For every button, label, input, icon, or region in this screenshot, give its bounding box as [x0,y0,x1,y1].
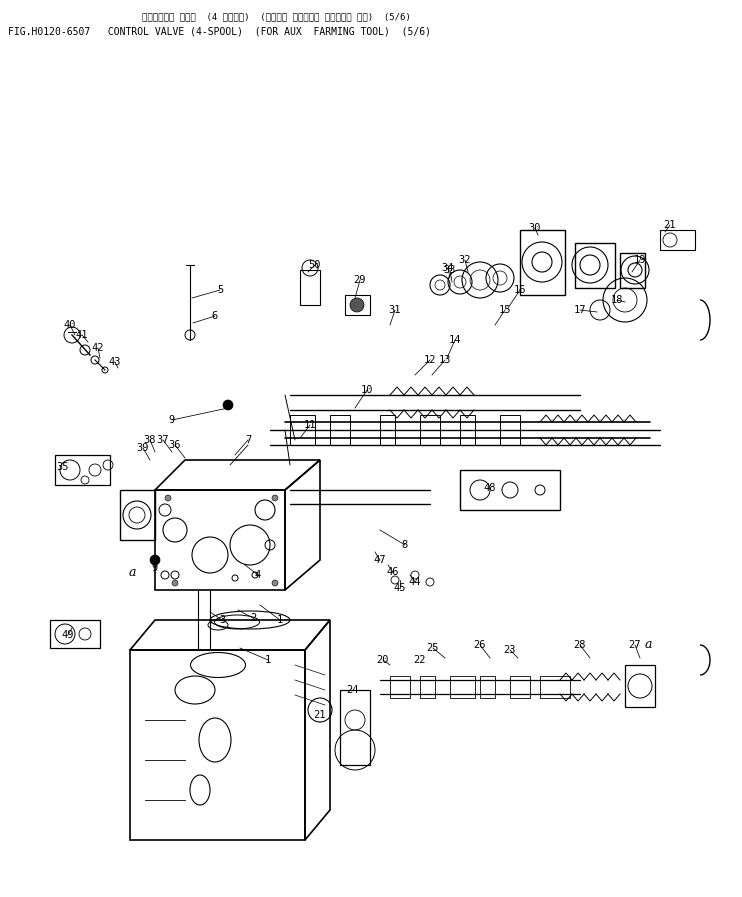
Text: 38: 38 [144,435,157,445]
Text: 44: 44 [409,577,421,587]
Text: 50: 50 [309,260,321,270]
Bar [620,253,645,288]
Text: 36: 36 [168,440,181,450]
Text: 21: 21 [664,220,676,230]
Circle shape [150,555,160,565]
Circle shape [172,580,178,586]
Text: 28: 28 [574,640,586,650]
Text: 42: 42 [92,343,104,353]
Text: 41: 41 [76,330,88,340]
Text: 10: 10 [361,385,373,395]
Bar [460,415,475,445]
Text: 32: 32 [459,255,471,265]
Bar [510,676,530,698]
Bar [340,690,370,765]
Text: 25: 25 [427,643,439,653]
Text: 1: 1 [277,615,283,625]
Text: 22: 22 [414,655,426,665]
Bar [380,415,395,445]
Text: 29: 29 [354,275,367,285]
Text: 46: 46 [387,567,399,577]
Text: 33: 33 [444,265,456,275]
Text: 21: 21 [314,710,326,720]
Bar [575,243,615,288]
Text: 26: 26 [473,640,486,650]
Text: 37: 37 [157,435,169,445]
Bar [300,270,320,305]
Bar [450,676,475,698]
Circle shape [223,400,233,410]
Bar [540,676,570,698]
Text: 27: 27 [628,640,641,650]
Text: 19: 19 [634,255,646,265]
Text: 4: 4 [255,570,261,580]
Text: 48: 48 [484,483,496,493]
Text: 47: 47 [374,555,387,565]
Bar [290,415,315,445]
Text: 8: 8 [402,540,408,550]
Text: 31: 31 [389,305,401,315]
Text: 15: 15 [499,305,511,315]
Text: 17: 17 [574,305,586,315]
Text: 39: 39 [137,443,149,453]
Text: 40: 40 [64,320,76,330]
Text: 30: 30 [529,223,541,233]
Text: 35: 35 [56,462,69,472]
Text: 12: 12 [424,355,436,365]
Text: a: a [128,565,136,579]
Bar [50,620,100,648]
Bar [480,676,495,698]
Bar [390,676,410,698]
Text: 9: 9 [152,563,158,573]
Bar [55,455,110,485]
Text: FIG.H0120-6507   CONTROL VALVE (4-SPOOL)  (FOR AUX  FARMING TOOL)  (5/6): FIG.H0120-6507 CONTROL VALVE (4-SPOOL) (… [8,26,431,36]
Bar [345,295,370,315]
Text: 20: 20 [377,655,390,665]
Bar [625,665,655,707]
Text: 49: 49 [62,630,74,640]
Bar [330,415,350,445]
Bar [500,415,520,445]
Bar [660,230,695,250]
Text: 2: 2 [250,613,256,623]
Bar [420,676,435,698]
Circle shape [165,495,171,501]
Text: コントロール バルブ  (4 スプール)  (ノウコウ サギヨウキ ソウチャク ヨウ)  (5/6): コントロール バルブ (4 スプール) (ノウコウ サギヨウキ ソウチャク ヨウ… [142,12,411,21]
Text: 9: 9 [169,415,175,425]
Text: 14: 14 [449,335,462,345]
Text: 23: 23 [504,645,516,655]
Bar [520,230,565,295]
Circle shape [272,495,278,501]
Text: 3: 3 [219,615,225,625]
Text: 18: 18 [611,295,623,305]
Text: 43: 43 [109,357,121,367]
Text: 34: 34 [441,263,454,273]
Circle shape [272,580,278,586]
Text: 16: 16 [513,285,526,295]
Text: 7: 7 [245,435,251,445]
Text: 13: 13 [439,355,451,365]
Text: 1: 1 [265,655,271,665]
Bar [420,415,440,445]
Text: 5: 5 [217,285,223,295]
Circle shape [350,298,364,312]
Text: a: a [644,639,651,651]
Text: 11: 11 [303,420,316,430]
Text: 24: 24 [347,685,359,695]
Text: 6: 6 [212,311,218,321]
Text: 45: 45 [394,583,407,593]
